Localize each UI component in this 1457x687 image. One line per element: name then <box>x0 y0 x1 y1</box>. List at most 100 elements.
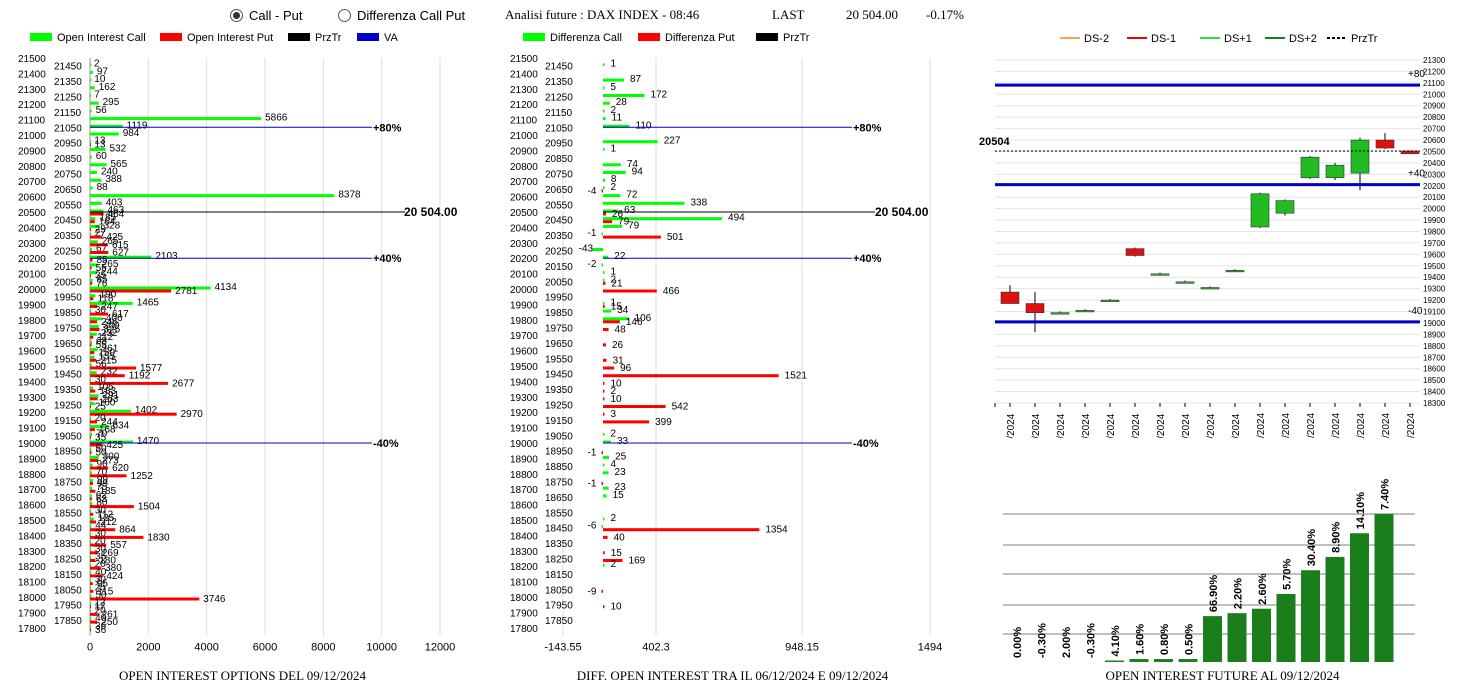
y-tick-label: 20700 <box>18 177 46 188</box>
bar-diff-put <box>603 366 615 370</box>
data-label-call: 261 <box>102 344 119 355</box>
candle-body <box>1200 287 1220 290</box>
x-tick-label: 27/11/2024 <box>1181 413 1192 438</box>
y-tick-label: 20550 <box>545 200 573 211</box>
bar-put <box>90 358 97 362</box>
data-label-put: 1504 <box>138 502 161 513</box>
data-label-diff-put: 48 <box>615 325 627 336</box>
data-label-call: 125 <box>98 513 115 524</box>
data-label-future-oi: 14.10% <box>1355 492 1367 530</box>
bar-diff-put <box>603 358 607 362</box>
data-label-diff-call: -43 <box>579 244 594 255</box>
candle-body <box>1050 312 1070 315</box>
y-tick-label: 17900 <box>510 608 538 619</box>
radio-diff[interactable]: Differenza Call Put <box>338 8 465 23</box>
data-label-put: 380 <box>105 563 122 574</box>
candle-body <box>1375 139 1395 149</box>
top-bar: Call - Put Differenza Call Put Analisi f… <box>0 0 1457 30</box>
data-label-diff-call: 2 <box>611 428 617 439</box>
bar-call <box>90 63 91 67</box>
data-label-diff-call: 2 <box>611 105 617 116</box>
data-label-put: 164 <box>99 217 116 228</box>
data-label-diff-call: 72 <box>626 190 638 201</box>
data-label-diff-call: 23 <box>615 482 627 493</box>
y-tick-label: 18900 <box>1423 330 1446 339</box>
y-tick-label: 20300 <box>510 239 538 250</box>
bar-diff-call <box>603 217 723 221</box>
data-label-call: 2 <box>94 59 100 70</box>
bar-call <box>90 301 133 305</box>
bar-future-oi <box>1105 660 1124 662</box>
y-tick-label: 20750 <box>54 170 82 181</box>
bar-call <box>90 479 93 482</box>
bar-put <box>90 389 96 393</box>
bar-put <box>90 620 98 624</box>
data-label-call: 162 <box>99 82 116 93</box>
bar-diff-put <box>603 605 605 609</box>
bar-call <box>90 278 93 282</box>
bar-diff-put <box>603 535 608 539</box>
radio-selected-icon[interactable] <box>230 9 243 22</box>
bar-call <box>90 355 95 359</box>
data-label-call: 160 <box>99 398 116 409</box>
y-tick-label: 19500 <box>18 362 46 373</box>
x-tick-label: 2000 <box>136 642 160 654</box>
y-tick-label: 19850 <box>54 308 82 319</box>
legend-swatch <box>638 33 660 41</box>
y-tick-label: 19100 <box>18 424 46 435</box>
y-tick-label: 19450 <box>54 370 82 381</box>
y-tick-label: 20500 <box>510 208 538 219</box>
y-tick-label: 18500 <box>510 516 538 527</box>
bar-call <box>90 155 92 159</box>
bar-diff-call <box>603 224 623 228</box>
data-label-call: 232 <box>101 367 118 378</box>
bar-put <box>90 605 91 609</box>
y-tick-label: 20200 <box>510 254 538 265</box>
y-tick-label: 20900 <box>1423 102 1446 111</box>
y-tick-label: 18900 <box>18 454 46 465</box>
y-tick-label: 19650 <box>545 339 573 350</box>
bar-put <box>90 297 94 301</box>
bar-call <box>90 563 91 567</box>
data-label-put: 25 <box>95 402 107 413</box>
bar-call <box>90 579 91 583</box>
data-label-put: 2970 <box>181 409 204 420</box>
candle-body <box>1400 150 1420 155</box>
y-tick-label: 18000 <box>510 593 538 604</box>
x-tick-label: 4000 <box>194 642 218 654</box>
bar-call <box>90 101 99 105</box>
data-label-call: 10 <box>94 74 106 85</box>
y-tick-label: 18750 <box>545 478 573 489</box>
data-label-put: 183 <box>99 386 116 397</box>
bar-call <box>90 532 91 536</box>
y-tick-label: 19700 <box>18 331 46 342</box>
bar-diff-call <box>603 101 610 105</box>
data-label-call: 25 <box>95 582 107 593</box>
bar-call <box>90 602 91 606</box>
y-tick-label: 20400 <box>18 223 46 234</box>
y-tick-label: 17800 <box>18 624 46 635</box>
bar-call <box>90 525 92 529</box>
y-tick-label: 20700 <box>1423 125 1446 134</box>
y-tick-label: 19350 <box>54 385 82 396</box>
y-tick-label: 21100 <box>510 116 538 127</box>
x-tick-label: 402.3 <box>642 642 670 654</box>
data-label-call: 60 <box>96 151 108 162</box>
data-label-diff-put: 21 <box>611 278 623 289</box>
data-label-diff-put: 542 <box>672 402 689 413</box>
data-label-diff-call: 1 <box>611 267 617 278</box>
radio-unselected-icon[interactable] <box>338 9 351 22</box>
data-label-put: 168 <box>99 425 116 436</box>
y-tick-label: 20950 <box>54 139 82 150</box>
bar-put <box>90 528 116 532</box>
bar-diff-call <box>603 278 605 282</box>
data-label-call: 30 <box>95 528 107 539</box>
bar-put <box>90 435 92 439</box>
y-tick-label: 20900 <box>18 146 46 157</box>
radio-call-put[interactable]: Call - Put <box>230 8 302 23</box>
data-label-diff-put: 15 <box>611 301 623 312</box>
y-tick-label: 19250 <box>545 401 573 412</box>
legend-label: VA <box>384 32 399 44</box>
bar-diff-call <box>601 232 603 236</box>
data-label-diff-put: 96 <box>620 363 632 374</box>
